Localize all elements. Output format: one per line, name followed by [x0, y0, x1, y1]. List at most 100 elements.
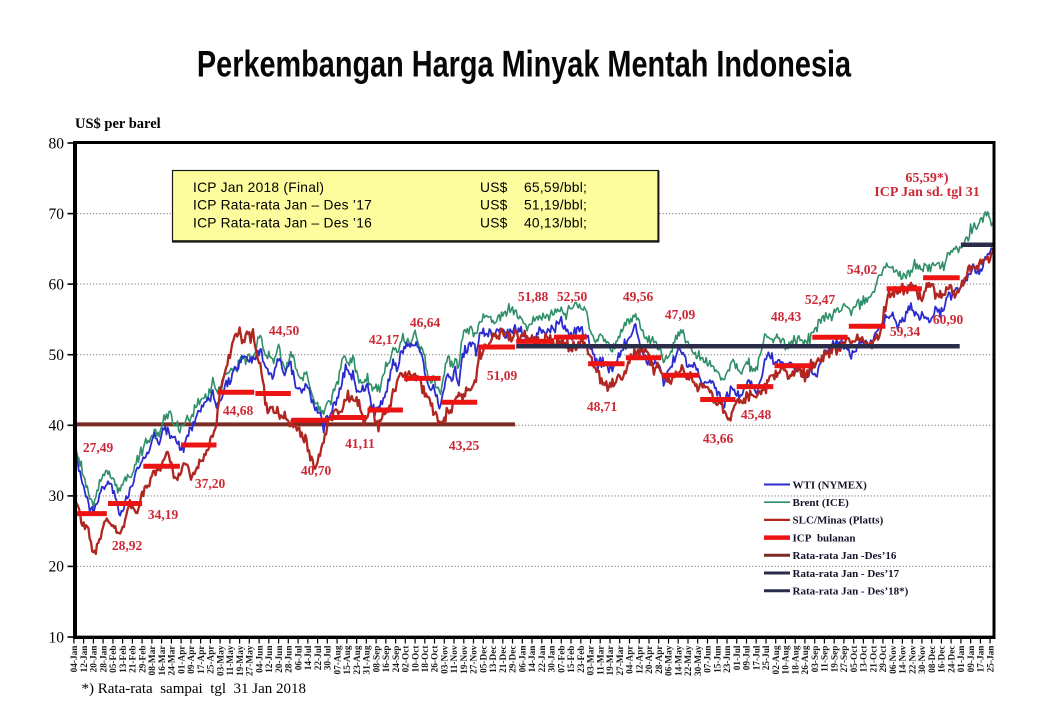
svg-text:19-May: 19-May	[236, 645, 246, 676]
svg-text:47,09: 47,09	[665, 307, 696, 322]
svg-text:07-Feb: 07-Feb	[558, 646, 568, 673]
svg-text:34,19: 34,19	[148, 507, 179, 522]
svg-text:22-Jul: 22-Jul	[314, 645, 324, 670]
svg-text:US$: US$	[480, 180, 508, 195]
svg-text:46,64: 46,64	[410, 315, 441, 330]
svg-text:13-Oct: 13-Oct	[860, 645, 870, 673]
svg-text:ICP Rata-rata Jan – Des ’16: ICP Rata-rata Jan – Des ’16	[193, 215, 372, 230]
svg-text:ICP bulanan: ICP bulanan	[793, 532, 856, 544]
svg-text:60,90: 60,90	[933, 312, 964, 327]
svg-text:52,50: 52,50	[557, 289, 588, 304]
svg-text:10: 10	[49, 629, 65, 646]
svg-text:12-Jun: 12-Jun	[265, 645, 275, 673]
svg-text:23-Feb: 23-Feb	[577, 646, 587, 673]
svg-text:50: 50	[49, 347, 65, 364]
svg-text:19-Sep: 19-Sep	[830, 646, 840, 673]
svg-text:25-Jan: 25-Jan	[986, 645, 996, 673]
svg-text:20-Jun: 20-Jun	[275, 645, 285, 673]
svg-text:17-Apr: 17-Apr	[197, 646, 207, 674]
svg-text:09-Jul: 09-Jul	[743, 645, 753, 670]
svg-text:03-Mar: 03-Mar	[587, 646, 597, 676]
svg-text:27-Mar: 27-Mar	[616, 646, 626, 676]
svg-text:17-Jan: 17-Jan	[977, 645, 987, 673]
svg-text:37,20: 37,20	[195, 476, 226, 491]
svg-text:03-Sep: 03-Sep	[811, 646, 821, 673]
svg-text:29-Feb: 29-Feb	[138, 646, 148, 673]
svg-text:30-Jan: 30-Jan	[548, 645, 558, 673]
svg-text:*) Rata-rata sampai tgl 31: *) Rata-rata sampai tgl 31 Jan 2018	[82, 681, 307, 697]
svg-text:Rata-rata Jan - Des’17: Rata-rata Jan - Des’17	[793, 568, 900, 580]
svg-text:51,09: 51,09	[487, 368, 518, 383]
svg-text:16-Dec: 16-Dec	[938, 646, 948, 673]
svg-text:03-May: 03-May	[216, 645, 226, 676]
svg-text:30-Nov: 30-Nov	[918, 645, 928, 674]
svg-text:20-Apr: 20-Apr	[645, 646, 655, 674]
svg-text:22-Nov: 22-Nov	[908, 645, 918, 674]
svg-text:15-Feb: 15-Feb	[567, 646, 577, 673]
svg-text:14-Jul: 14-Jul	[304, 645, 314, 670]
svg-text:07-Jun: 07-Jun	[704, 645, 714, 673]
svg-text:20: 20	[49, 559, 65, 576]
svg-text:01-Apr: 01-Apr	[177, 646, 187, 674]
svg-text:12-Jan: 12-Jan	[80, 645, 90, 673]
svg-text:15-Jun: 15-Jun	[713, 645, 723, 673]
svg-text:21-Feb: 21-Feb	[129, 646, 139, 673]
svg-text:13-Feb: 13-Feb	[119, 646, 129, 673]
svg-text:14-Jan: 14-Jan	[528, 645, 538, 673]
svg-text:SLC/Minas (Platts): SLC/Minas (Platts)	[793, 515, 884, 527]
svg-text:09-Jan: 09-Jan	[967, 645, 977, 673]
svg-text:Rata-rata Jan -Des’16: Rata-rata Jan -Des’16	[793, 550, 897, 562]
svg-text:02-Aug: 02-Aug	[772, 645, 782, 674]
svg-text:14-May: 14-May	[674, 645, 684, 676]
svg-text:ICP Rata-rata Jan – Des ’17: ICP Rata-rata Jan – Des ’17	[193, 198, 372, 213]
svg-text:45,48: 45,48	[741, 407, 772, 422]
svg-text:06-Jul: 06-Jul	[294, 645, 304, 670]
svg-text:29-Dec: 29-Dec	[509, 646, 519, 673]
svg-text:60: 60	[49, 276, 65, 293]
svg-text:ICP Jan sd. tgl 31: ICP Jan sd. tgl 31	[874, 185, 979, 200]
svg-text:24-Dec: 24-Dec	[947, 646, 957, 673]
svg-text:22-May: 22-May	[684, 645, 694, 676]
svg-text:65,59/bbl;: 65,59/bbl;	[524, 180, 587, 195]
svg-text:24-Mar: 24-Mar	[168, 646, 178, 676]
svg-text:40: 40	[49, 418, 65, 435]
svg-text:11-May: 11-May	[226, 645, 236, 675]
svg-text:40,13/bbl;: 40,13/bbl;	[524, 215, 587, 230]
svg-text:12-Apr: 12-Apr	[635, 646, 645, 674]
svg-text:26-Oct: 26-Oct	[431, 645, 441, 673]
svg-text:05-Dec: 05-Dec	[480, 646, 490, 673]
svg-text:26-Aug: 26-Aug	[801, 645, 811, 674]
svg-text:52,47: 52,47	[805, 292, 836, 307]
svg-text:28-Jun: 28-Jun	[285, 645, 295, 673]
svg-text:28,92: 28,92	[112, 538, 143, 553]
svg-text:70: 70	[49, 206, 65, 223]
svg-text:Perkembangan Harga Minyak Ment: Perkembangan Harga Minyak Mentah Indones…	[197, 44, 852, 85]
svg-text:11-Mar: 11-Mar	[596, 646, 606, 675]
svg-text:80: 80	[49, 135, 65, 152]
svg-text:Rata-rata Jan - Des’18*): Rata-rata Jan - Des’18*)	[793, 586, 909, 598]
svg-text:20-Jan: 20-Jan	[90, 645, 100, 673]
svg-text:44,68: 44,68	[223, 403, 254, 418]
svg-text:41,11: 41,11	[345, 436, 375, 451]
svg-text:US$ per barel: US$ per barel	[75, 116, 161, 132]
svg-text:02-Oct: 02-Oct	[402, 645, 412, 673]
svg-text:08-Mar: 08-Mar	[148, 646, 158, 676]
svg-text:03-Nov: 03-Nov	[441, 645, 451, 674]
svg-text:51,19/bbl;: 51,19/bbl;	[524, 198, 587, 213]
svg-text:06-May: 06-May	[665, 645, 675, 676]
svg-text:WTI (NYMEX): WTI (NYMEX)	[793, 479, 868, 491]
svg-text:08-Sep: 08-Sep	[372, 646, 382, 673]
svg-text:43,25: 43,25	[449, 438, 480, 453]
svg-text:25-Jul: 25-Jul	[762, 645, 772, 670]
svg-text:23-Aug: 23-Aug	[353, 645, 363, 674]
svg-text:30: 30	[49, 488, 65, 505]
svg-text:05-Feb: 05-Feb	[109, 646, 119, 673]
svg-text:09-Apr: 09-Apr	[187, 646, 197, 674]
svg-text:28-Apr: 28-Apr	[655, 646, 665, 674]
svg-text:11-Nov: 11-Nov	[450, 645, 460, 673]
svg-text:65,59*): 65,59*)	[905, 171, 949, 186]
svg-text:19-Nov: 19-Nov	[460, 645, 470, 674]
svg-text:16-Sep: 16-Sep	[382, 646, 392, 673]
svg-text:16-Mar: 16-Mar	[158, 646, 168, 676]
svg-text:18-Aug: 18-Aug	[791, 645, 801, 674]
